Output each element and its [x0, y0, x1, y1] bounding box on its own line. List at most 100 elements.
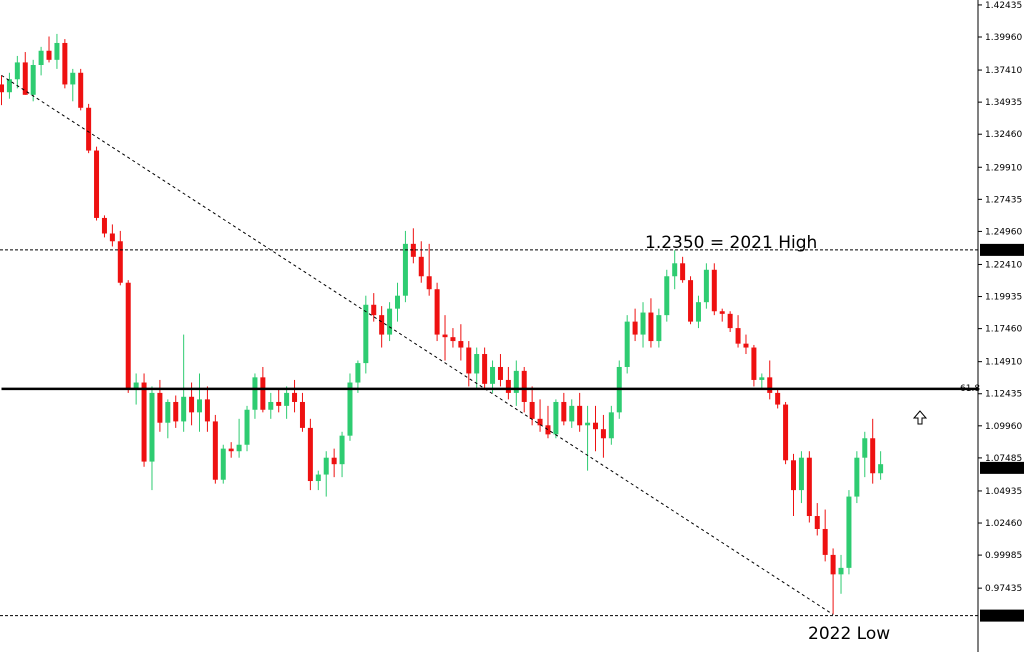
candle	[640, 302, 646, 348]
candle	[751, 344, 757, 387]
candle	[299, 392, 305, 432]
candle	[331, 448, 337, 478]
candle	[347, 373, 353, 441]
candle	[711, 263, 717, 316]
candle	[838, 554, 844, 594]
candle	[228, 442, 234, 458]
candle	[22, 52, 28, 95]
price-marker: 1.06715	[980, 461, 1024, 474]
y-tick-label: 1.34935	[985, 98, 1022, 108]
candle	[30, 59, 36, 102]
candle	[727, 311, 733, 332]
y-tick-label: 1.14910	[985, 358, 1022, 368]
candle	[212, 414, 218, 484]
candle	[703, 263, 709, 309]
candle	[363, 295, 369, 374]
candle	[490, 360, 496, 393]
candle	[537, 399, 543, 432]
candle	[292, 379, 298, 413]
candle	[236, 418, 242, 458]
candle	[854, 451, 860, 504]
annotation-2022-low: 2022 Low	[808, 624, 890, 644]
y-tick-label: 1.12435	[985, 390, 1022, 400]
y-tick-label: 0.99985	[985, 551, 1022, 561]
candle	[117, 230, 123, 286]
price-marker: 0.95316	[980, 609, 1024, 622]
candle	[585, 405, 591, 471]
candle	[632, 308, 638, 342]
candle	[70, 68, 76, 102]
candle	[870, 418, 876, 484]
candle	[688, 276, 694, 325]
candle	[648, 298, 654, 348]
y-tick-label: 1.19935	[985, 293, 1022, 303]
candle	[410, 228, 416, 264]
y-tick-label: 1.04935	[985, 487, 1022, 497]
y-tick-label: 1.22410	[985, 260, 1022, 270]
y-tick-label: 1.07485	[985, 454, 1022, 464]
svg-text:1.06715: 1.06715	[984, 464, 1021, 474]
candle	[561, 392, 567, 426]
candle	[38, 46, 44, 76]
candle	[276, 389, 282, 413]
candle	[6, 72, 12, 99]
candle	[497, 354, 503, 387]
y-tick-label: 1.27435	[985, 195, 1022, 205]
y-tick-label: 1.37410	[985, 66, 1022, 76]
candle	[426, 243, 432, 296]
candle	[830, 548, 836, 615]
candle	[434, 282, 440, 342]
candle	[719, 308, 725, 322]
candle	[62, 39, 68, 89]
svg-text:1.23535: 1.23535	[984, 246, 1021, 256]
candle	[450, 328, 456, 348]
candle	[307, 418, 313, 491]
candle	[806, 451, 812, 523]
candle	[323, 451, 329, 497]
candle	[553, 399, 559, 439]
candle	[458, 324, 464, 361]
up-arrow-icon	[912, 410, 928, 425]
candle	[442, 315, 448, 361]
candle	[545, 405, 551, 439]
candle	[743, 334, 749, 355]
candle	[569, 399, 575, 428]
candle	[798, 451, 804, 504]
y-tick-label: 1.09960	[985, 422, 1022, 432]
candle	[101, 215, 107, 238]
candle	[482, 347, 488, 390]
candle	[608, 405, 614, 445]
candle	[593, 405, 598, 452]
candle	[505, 366, 511, 400]
candle	[244, 405, 250, 452]
candle	[775, 389, 781, 409]
candle	[862, 431, 868, 478]
candle	[387, 302, 393, 342]
candle	[125, 280, 131, 393]
candle	[791, 453, 796, 517]
y-tick-label: 1.39960	[985, 33, 1022, 43]
candle	[252, 373, 258, 419]
y-tick-label: 1.02460	[985, 519, 1022, 529]
candle	[204, 386, 210, 432]
candle	[624, 315, 630, 374]
candle	[141, 373, 147, 467]
y-tick-label: 1.32460	[985, 130, 1022, 140]
candle	[315, 470, 321, 491]
candle	[355, 360, 361, 393]
candle	[268, 392, 274, 419]
annotation-2021-high: 1.2350 = 2021 High	[645, 233, 817, 253]
y-tick-label: 1.29910	[985, 163, 1022, 173]
candle	[109, 224, 115, 247]
candle	[46, 36, 52, 63]
candle	[94, 146, 100, 221]
candle	[600, 414, 606, 458]
y-tick-label: 0.97435	[985, 584, 1022, 594]
y-tick-label: 1.24960	[985, 227, 1022, 237]
price-marker: 1.23535	[980, 243, 1024, 256]
candle	[86, 103, 92, 154]
candle	[284, 386, 290, 419]
candle	[402, 230, 408, 303]
candle	[846, 490, 852, 575]
